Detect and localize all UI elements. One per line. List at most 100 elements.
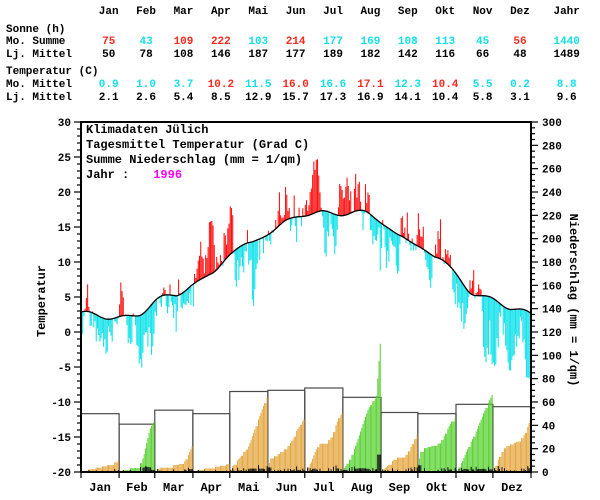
svg-text:Feb: Feb — [126, 481, 148, 495]
svg-text:160: 160 — [542, 281, 562, 293]
table-row: Sonne (h) — [6, 24, 598, 37]
table-cell: 5.8 — [472, 91, 493, 104]
table-cell: 1.0 — [136, 78, 156, 91]
table-cell: 10.2 — [207, 78, 235, 91]
table-corner — [6, 6, 90, 19]
svg-text:Jan: Jan — [89, 481, 111, 495]
table-cell: 16.9 — [357, 91, 384, 104]
svg-text:10: 10 — [58, 258, 71, 270]
row-label: Lj. Mittel — [6, 91, 73, 104]
svg-text:80: 80 — [542, 375, 555, 387]
table-cell: 0.2 — [510, 78, 530, 91]
table-row: Jan Feb Mar Apr Mai Jun Jul Aug Sep Okt Nov Dez Jahr — [6, 6, 598, 19]
svg-text:Sep: Sep — [389, 481, 411, 495]
table-cell: 116 — [435, 48, 456, 61]
svg-text:40: 40 — [542, 421, 555, 433]
table-cell: 0.9 — [98, 78, 119, 91]
legend-year-label: Jahr : — [86, 168, 130, 182]
y-axis-title-temperature: Temperatur — [35, 265, 49, 338]
table-cell: 5.5 — [472, 78, 493, 91]
svg-text:20: 20 — [58, 188, 71, 200]
table-cell: 16.0 — [282, 78, 309, 91]
column-header: Mai — [248, 6, 269, 18]
column-header: Sep — [397, 6, 418, 18]
column-header: Apr — [210, 6, 231, 18]
table-cell: 214 — [285, 36, 306, 49]
svg-text:180: 180 — [542, 258, 562, 270]
table-cell: 8.5 — [210, 91, 231, 104]
legend-year-value: 1996 — [153, 168, 183, 182]
table-cell: 109 — [173, 36, 194, 49]
table-cell: 56 — [513, 36, 527, 49]
column-header: Mar — [173, 6, 194, 18]
table-row: Lj. Mittel 2.1 2.6 5.4 8.5 12.9 15.7 17.3 16.9 14… — [6, 92, 598, 105]
table-cell: 142 — [397, 48, 418, 61]
svg-text:0: 0 — [64, 328, 71, 340]
table-row: Mo. Mittel 0.9 1.0 3.7 10.2 11.5 16.0 16.6 17.1 1… — [6, 79, 598, 92]
table-cell: 5.4 — [173, 91, 194, 104]
table-cell: 16.6 — [319, 78, 347, 91]
table-cell: 103 — [248, 36, 269, 49]
legend-temperature-series: Tagesmittel Temperatur (Grad C) — [86, 138, 310, 152]
svg-text:-15: -15 — [51, 433, 71, 445]
table-cell: 43 — [139, 36, 153, 49]
svg-text:140: 140 — [542, 305, 562, 317]
temperature-daily-bars — [80, 159, 531, 379]
x-axis-months: Jan Feb Mar Apr Mai Jun Jul Aug Sep Okt Nov Dez — [80, 472, 532, 495]
table-cell: 17.3 — [319, 91, 347, 104]
column-header: Jun — [285, 6, 306, 18]
chart-legend: Klimadaten Jülich Tagesmittel Temperatur… — [86, 123, 309, 183]
table-cell: 10.4 — [432, 78, 459, 91]
svg-text:Mar: Mar — [163, 481, 185, 495]
precip-daily-bars — [82, 454, 531, 472]
row-label: Mo. Mittel — [6, 78, 73, 91]
table-cell: 12.9 — [245, 91, 272, 104]
table-cell: 146 — [210, 48, 231, 61]
table-cell: 50 — [102, 48, 116, 61]
table-cell: 108 — [397, 36, 418, 49]
legend-title: Klimadaten Jülich — [86, 123, 209, 137]
svg-text:Jun: Jun — [276, 481, 298, 495]
column-header: Nov — [472, 6, 493, 18]
svg-text:Nov: Nov — [464, 481, 486, 495]
svg-text:30: 30 — [58, 118, 71, 130]
svg-text:300: 300 — [542, 118, 562, 130]
svg-text:220: 220 — [542, 211, 562, 223]
table-cell: 14.1 — [394, 91, 422, 104]
legend-precipitation-series: Summe Niederschlag (mm = 1/qm) — [86, 153, 303, 167]
table-row: Lj. Mittel 50 78 108 146 187 177 189 182 142 116 66… — [6, 49, 598, 62]
table-cell: 187 — [248, 48, 269, 61]
row-label: Lj. Mittel — [6, 48, 73, 61]
table-cell: 66 — [476, 48, 490, 61]
svg-text:Jul: Jul — [313, 481, 335, 495]
svg-text:60: 60 — [542, 398, 555, 410]
svg-text:15: 15 — [58, 223, 72, 235]
svg-text:200: 200 — [542, 235, 562, 247]
svg-text:Aug: Aug — [351, 481, 373, 495]
column-header: Feb — [136, 6, 156, 18]
svg-text:120: 120 — [542, 328, 562, 340]
table-cell: 8.8 — [556, 78, 577, 91]
table-cell: 12.3 — [394, 78, 422, 91]
svg-text:Mai: Mai — [238, 481, 260, 495]
table-cell: 2.1 — [98, 91, 119, 104]
table-cell: 182 — [360, 48, 381, 61]
section-label: Temperatur (C) — [6, 66, 99, 79]
table-row: Temperatur (C) — [6, 66, 598, 79]
climate-table: Jan Feb Mar Apr Mai Jun Jul Aug Sep Okt Nov Dez Jahr… — [6, 6, 598, 104]
column-header: Aug — [360, 6, 381, 18]
table-cell: 11.5 — [245, 78, 272, 91]
svg-text:280: 280 — [542, 141, 562, 153]
column-header: Jan — [98, 6, 119, 18]
column-header: Jahr — [553, 6, 580, 18]
table-cell: 75 — [102, 36, 116, 49]
svg-text:0: 0 — [542, 468, 549, 480]
table-cell: 1440 — [553, 36, 580, 49]
longterm-temperature-curve — [81, 209, 531, 320]
column-header: Okt — [435, 6, 456, 18]
table-cell: 48 — [513, 48, 527, 61]
svg-text:100: 100 — [542, 351, 562, 363]
svg-text:-5: -5 — [58, 363, 72, 375]
table-cell: 45 — [476, 36, 490, 49]
